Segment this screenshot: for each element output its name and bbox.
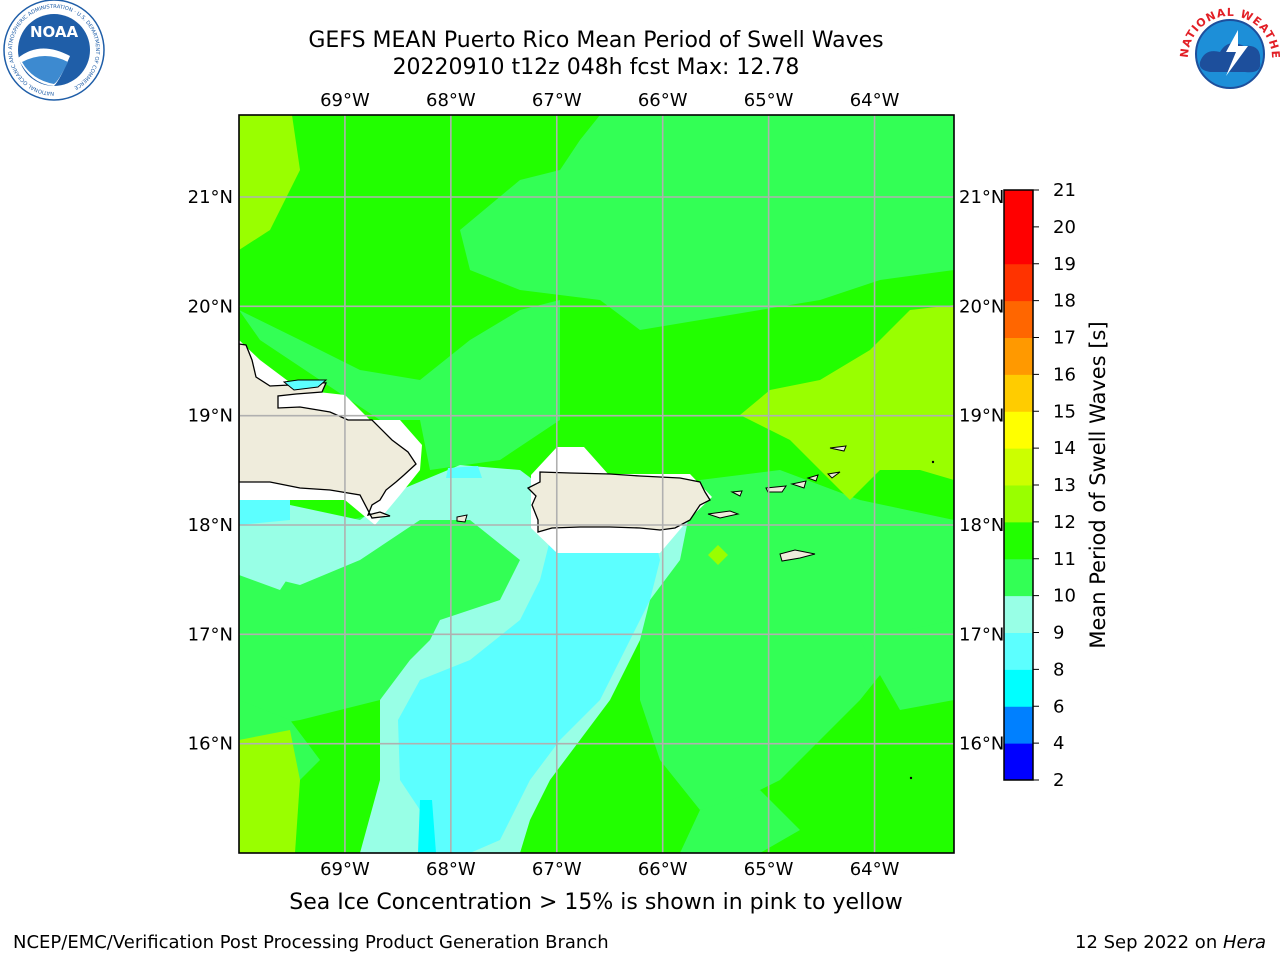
- colorbar-segment: [1004, 669, 1033, 707]
- colorbar-segment: [1004, 521, 1033, 560]
- latitude-labels-left: 21°N 20°N 19°N 18°N 17°N 16°N: [188, 187, 233, 755]
- footer-date-text: 12 Sep 2022 on: [1075, 932, 1223, 953]
- colorbar-tick-label: 2: [1053, 770, 1064, 791]
- lon-label-top: 67°W: [532, 90, 582, 111]
- colorbar-segment: [1004, 337, 1033, 375]
- lon-label-bottom: 69°W: [320, 859, 370, 880]
- colorbar: 2 4 6 8 9 10 11 12 13 14 15 16 17 18 19 20 21: [1003, 180, 1076, 791]
- colorbar-tick-label: 9: [1053, 623, 1064, 644]
- colorbar-tick-label: 16: [1053, 364, 1076, 385]
- graticule: [239, 115, 954, 853]
- lat-label-left: 20°N: [188, 296, 233, 317]
- swell-period-map: [239, 115, 954, 853]
- colorbar-segment: [1004, 558, 1033, 597]
- colorbar-segment: [1004, 448, 1033, 486]
- colorbar-tick-label: 11: [1053, 549, 1076, 570]
- lat-label-right: 16°N: [959, 734, 1004, 755]
- colorbar-segment: [1004, 632, 1033, 670]
- lon-label-bottom: 68°W: [426, 859, 476, 880]
- colorbar-segment: [1004, 411, 1033, 449]
- lon-label-top: 65°W: [744, 90, 794, 111]
- svg-text:NATIONAL WEATHER SERVICE: NATIONAL WEATHER SERVICE: [0, 0, 1280, 60]
- colorbar-segment: [1004, 374, 1033, 412]
- noaa-logo: NOAA NATIONAL OCEANIC AND ATMOSPHERIC AD…: [3, 0, 105, 101]
- colorbar-segment: [1004, 300, 1033, 338]
- colorbar-tick-label: 12: [1053, 512, 1076, 533]
- lat-label-left: 19°N: [188, 406, 233, 427]
- footer-date: 12 Sep 2022 on Hera: [1075, 932, 1266, 953]
- longitude-labels-top: 69°W 68°W 67°W 66°W 65°W 64°W: [320, 90, 900, 111]
- lat-label-right: 19°N: [959, 406, 1004, 427]
- colorbar-tick-label: 14: [1053, 438, 1076, 459]
- lon-label-top: 64°W: [850, 90, 900, 111]
- lat-label-left: 17°N: [188, 624, 233, 645]
- colorbar-segment: [1004, 263, 1033, 302]
- map-title: GEFS MEAN Puerto Rico Mean Period of Swe…: [308, 28, 884, 53]
- colorbar-tick-label: 18: [1053, 291, 1076, 312]
- latitude-labels-right: 21°N 20°N 19°N 18°N 17°N 16°N: [959, 187, 1004, 755]
- lat-label-left: 16°N: [188, 734, 233, 755]
- lat-label-right: 17°N: [959, 624, 1004, 645]
- colorbar-tick-label: 17: [1053, 328, 1076, 349]
- lon-label-top: 69°W: [320, 90, 370, 111]
- colorbar-segment: [1004, 226, 1033, 265]
- colorbar-segment: [1004, 190, 1033, 228]
- colorbar-tick-label: 13: [1053, 475, 1076, 496]
- colorbar-tick-label: 6: [1053, 696, 1064, 717]
- footer-credit: NCEP/EMC/Verification Post Processing Pr…: [13, 932, 609, 953]
- nws-logo: NATIONAL WEATHER SERVICE: [0, 0, 1280, 100]
- lat-label-right: 18°N: [959, 515, 1004, 536]
- colorbar-segment: [1004, 485, 1033, 523]
- colorbar-tick-label: 10: [1053, 586, 1076, 607]
- colorbar-segment: [1004, 595, 1033, 633]
- lon-label-bottom: 66°W: [638, 859, 688, 880]
- colorbar-segment: [1004, 706, 1033, 744]
- colorbar-tick-label: 21: [1053, 180, 1076, 201]
- lon-label-top: 66°W: [638, 90, 688, 111]
- lat-label-right: 21°N: [959, 187, 1004, 208]
- svg-text:NOAA: NOAA: [30, 23, 79, 41]
- colorbar-tick-label: 4: [1053, 733, 1064, 754]
- lon-label-bottom: 67°W: [532, 859, 582, 880]
- lon-label-bottom: 65°W: [744, 859, 794, 880]
- map-frame: [238, 114, 955, 854]
- colorbar-tick-label: 20: [1053, 217, 1076, 238]
- colorbar-title: Mean Period of Swell Waves [s]: [1086, 321, 1110, 649]
- lon-label-top: 68°W: [426, 90, 476, 111]
- lat-label-left: 18°N: [188, 515, 233, 536]
- longitude-labels-bottom: 69°W 68°W 67°W 66°W 65°W 64°W: [320, 859, 900, 880]
- colorbar-tick-label: 8: [1053, 659, 1064, 680]
- map-subtitle: 20220910 t12z 048h fcst Max: 12.78: [392, 55, 800, 80]
- colorbar-tick-label: 15: [1053, 401, 1076, 422]
- lat-label-left: 21°N: [188, 187, 233, 208]
- lon-label-bottom: 64°W: [850, 859, 900, 880]
- colorbar-tick-label: 19: [1053, 254, 1076, 275]
- colorbar-segment: [1004, 743, 1033, 781]
- lat-label-right: 20°N: [959, 296, 1004, 317]
- sea-ice-caption: Sea Ice Concentration > 15% is shown in …: [289, 890, 903, 915]
- footer-machine: Hera: [1222, 932, 1266, 953]
